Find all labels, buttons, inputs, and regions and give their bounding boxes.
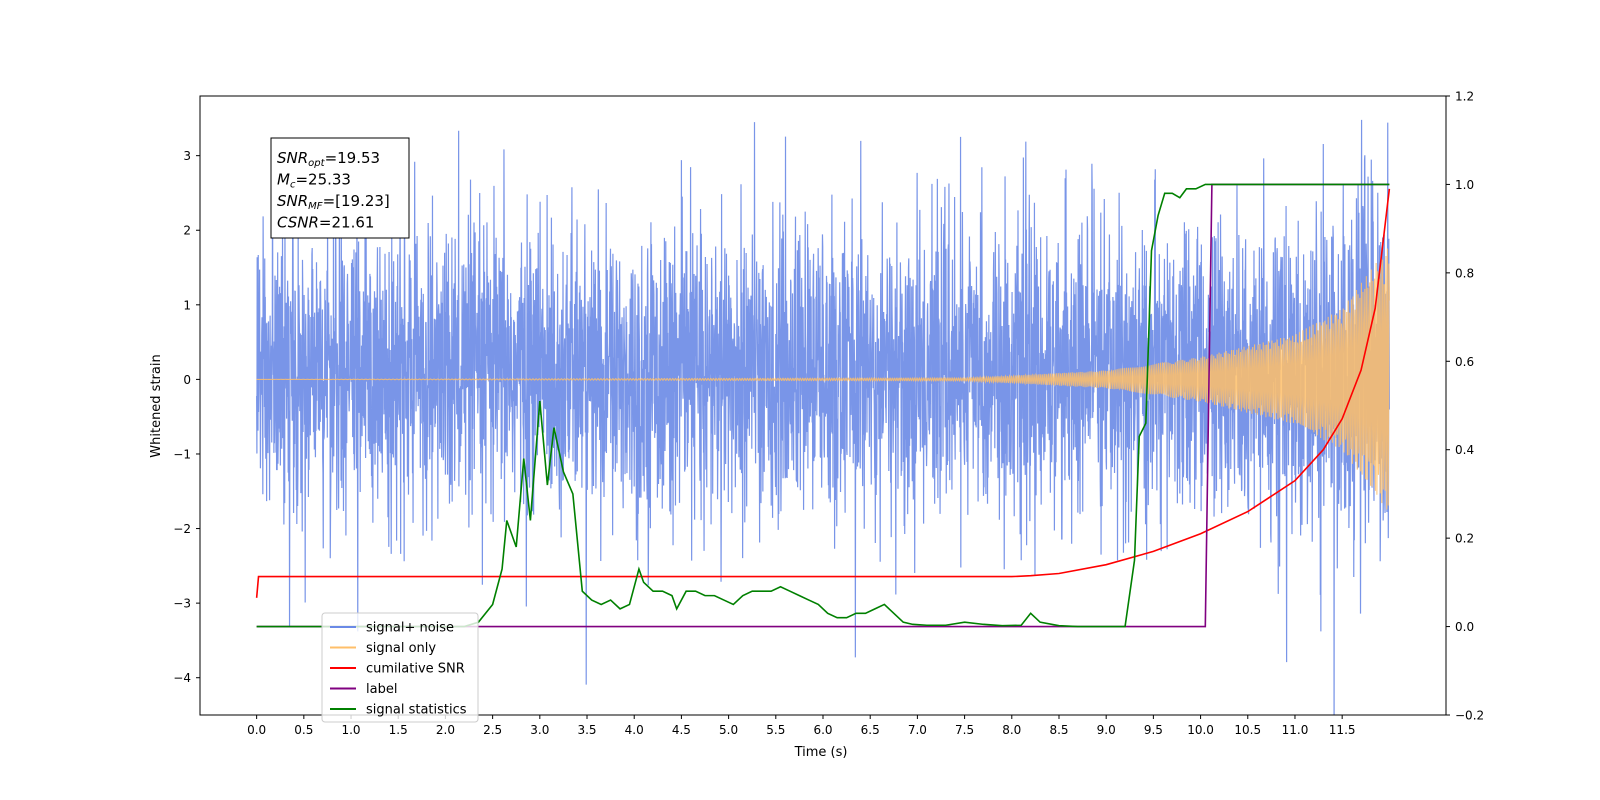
x-tick-label: 4.5	[672, 723, 691, 737]
annotation-symbol: SNR	[277, 149, 308, 167]
annotation-value: =[19.23]	[323, 192, 390, 210]
y-tick-label-left: −3	[173, 597, 191, 611]
x-tick-label: 0.0	[247, 723, 266, 737]
x-tick-label: 1.0	[341, 723, 360, 737]
y-tick-label-right: 0.0	[1455, 620, 1474, 634]
annotation-value: =21.61	[319, 214, 375, 232]
x-tick-label: 11.5	[1329, 723, 1356, 737]
y-tick-label-right: −0.2	[1455, 709, 1484, 723]
annotation-symbol: CSNR	[277, 214, 319, 232]
legend-label: cumilative SNR	[366, 662, 465, 677]
series-signal-noise	[256, 119, 1390, 715]
legend-frame	[321, 612, 479, 723]
x-tick-label: 3.0	[530, 723, 549, 737]
x-tick-label: 11.0	[1282, 723, 1309, 737]
annotation-subscript: MF	[308, 201, 323, 212]
x-tick-label: 3.5	[577, 723, 596, 737]
y-tick-label-right: 0.4	[1455, 443, 1474, 457]
y-tick-label-right: 0.6	[1455, 355, 1474, 369]
y-tick-label-right: 0.2	[1455, 532, 1474, 546]
x-tick-label: 10.5	[1234, 723, 1261, 737]
legend-label: signal+ noise	[366, 621, 454, 636]
y-tick-label-left: 1	[183, 298, 191, 312]
annotation-line: SNRopt=19.53	[277, 149, 380, 169]
series-cumulative-snr	[255, 188, 1391, 598]
y-tick-label-left: 3	[183, 149, 191, 163]
legend: signal+ noise signal only cumilative SNR la…	[321, 612, 479, 723]
x-axis-label: Time (s)	[794, 745, 848, 760]
x-tick-label: 10.0	[1187, 723, 1214, 737]
y-ticks-left: −4 −3 −2 −1 0 1 2 3	[173, 149, 200, 685]
x-tick-label: 9.0	[1097, 723, 1116, 737]
annotation-subscript: opt	[308, 158, 325, 169]
annotation-value: =25.33	[295, 171, 351, 189]
x-tick-label: 6.0	[813, 723, 832, 737]
y-tick-label-left: 0	[183, 373, 191, 387]
y-tick-label-right: 1.2	[1455, 90, 1474, 104]
annotation-box: SNRopt=19.53Mc=25.33SNRMF=[19.23]CSNR=21…	[270, 137, 410, 239]
y-axis-label: Whitened strain	[149, 354, 164, 457]
x-ticks: 0.0 0.5 1.0 1.5 2.0 2.5 3.0 3.5 4.0 4.5 5.0 5.5 6.0 6…	[247, 715, 1356, 737]
x-tick-label: 2.5	[483, 723, 502, 737]
y-tick-label-left: 2	[183, 224, 191, 238]
y-tick-label-left: −4	[173, 671, 191, 685]
x-tick-label: 8.0	[1002, 723, 1021, 737]
series-signal-only	[256, 248, 1390, 510]
annotation-line: SNRMF=[19.23]	[277, 192, 390, 212]
x-tick-label: 0.5	[294, 723, 313, 737]
annotation-line: Mc=25.33	[277, 171, 351, 191]
legend-label: label	[366, 682, 397, 697]
annotation-frame	[270, 137, 410, 239]
x-tick-label: 7.0	[908, 723, 927, 737]
legend-label: signal statistics	[366, 703, 467, 718]
y-ticks-right: −0.2 0.0 0.2 0.4 0.6 0.8 1.0 1.2	[1446, 90, 1484, 723]
x-tick-label: 7.5	[955, 723, 974, 737]
x-tick-label: 2.0	[436, 723, 455, 737]
x-tick-label: 9.5	[1144, 723, 1163, 737]
y-tick-label-left: −1	[173, 447, 191, 461]
series-layer	[255, 119, 1391, 715]
annotation-value: =19.53	[325, 149, 381, 167]
x-tick-label: 1.5	[389, 723, 408, 737]
y-tick-label-right: 1.0	[1455, 178, 1474, 192]
x-tick-label: 8.5	[1049, 723, 1068, 737]
legend-label: signal only	[366, 641, 436, 656]
annotation-line: CSNR=21.61	[277, 214, 374, 232]
annotation-symbol: SNR	[277, 192, 308, 210]
annotation-symbol: M	[277, 171, 290, 189]
x-tick-label: 5.5	[766, 723, 785, 737]
x-tick-label: 4.0	[625, 723, 644, 737]
y-tick-label-right: 0.8	[1455, 266, 1474, 280]
y-tick-label-left: −2	[173, 522, 191, 536]
x-tick-label: 6.5	[861, 723, 880, 737]
series-signal-statistics	[256, 183, 1390, 628]
x-tick-label: 5.0	[719, 723, 738, 737]
annotation-subscript: c	[290, 180, 296, 191]
